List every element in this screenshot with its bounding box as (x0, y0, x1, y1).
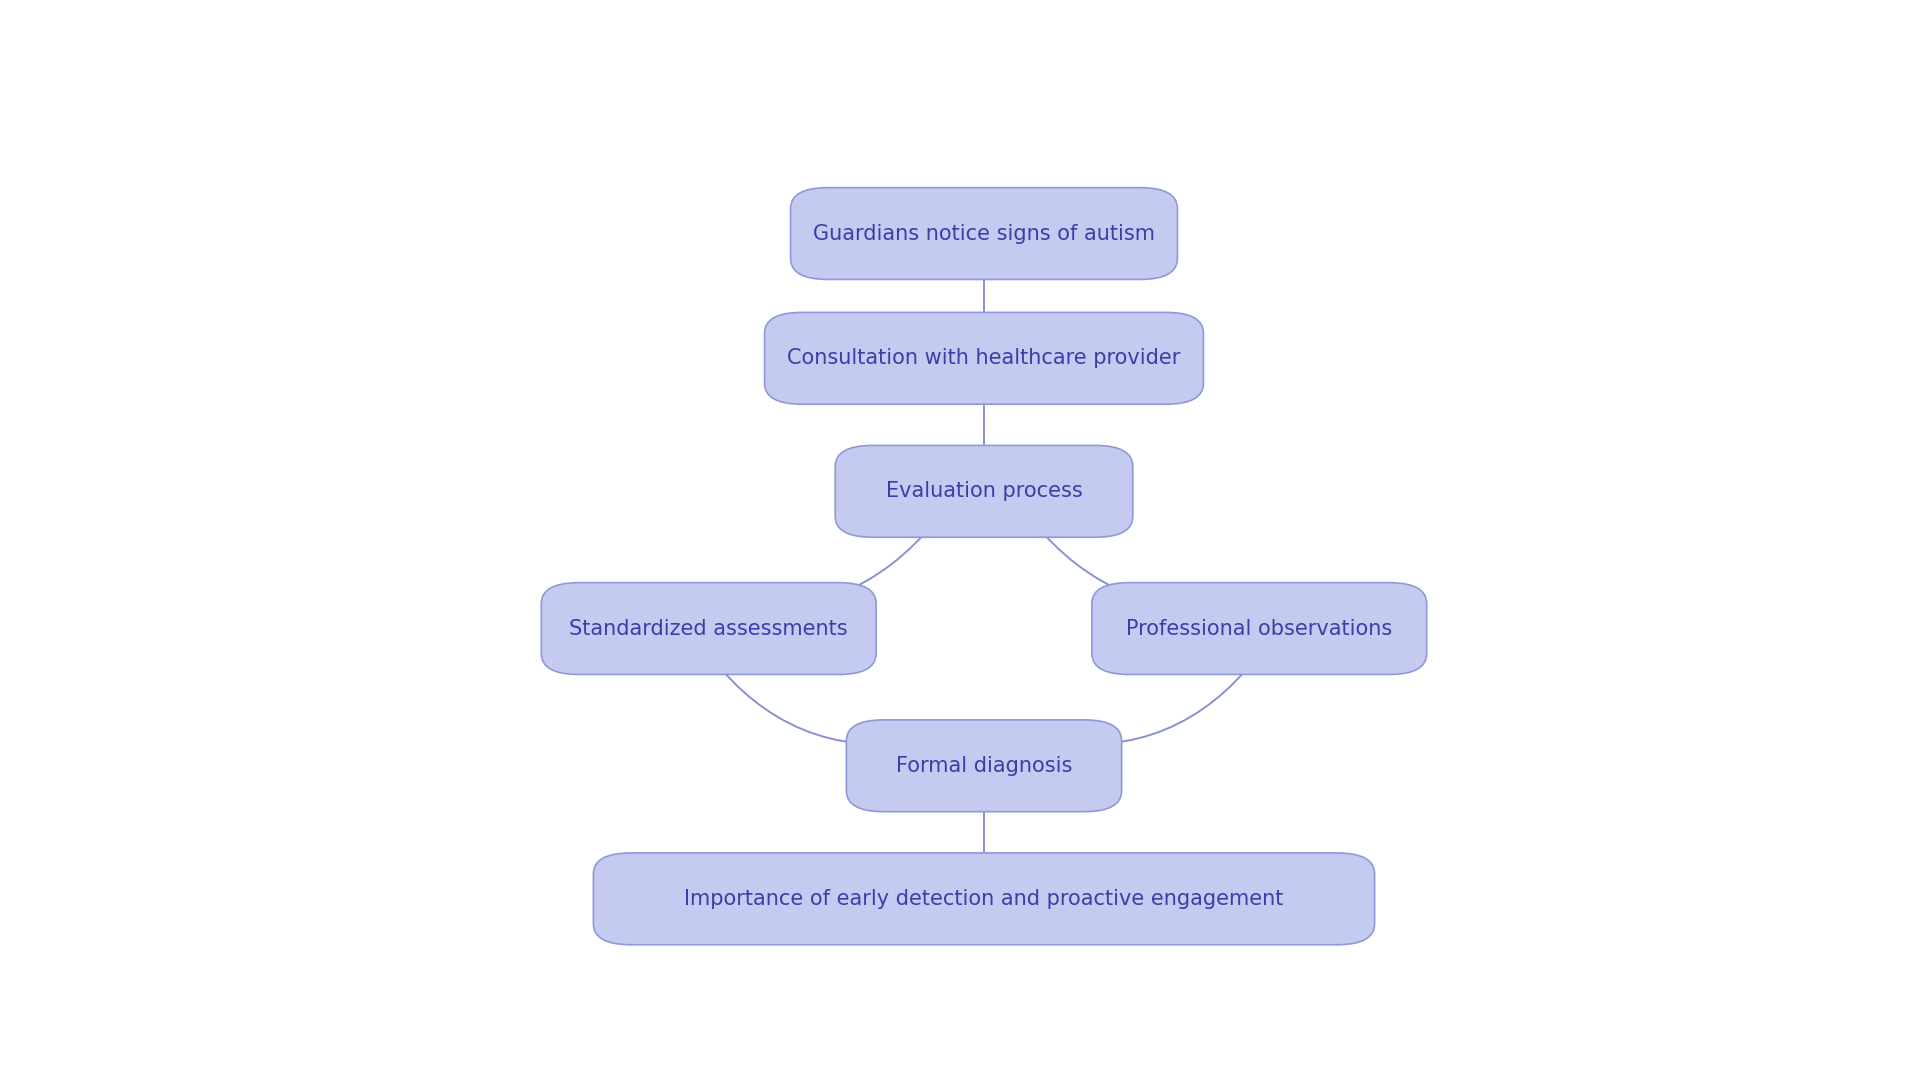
Text: Evaluation process: Evaluation process (885, 482, 1083, 501)
FancyBboxPatch shape (764, 312, 1204, 404)
Text: Importance of early detection and proactive engagement: Importance of early detection and proact… (684, 889, 1284, 909)
FancyBboxPatch shape (835, 445, 1133, 537)
Text: Standardized assessments: Standardized assessments (570, 619, 849, 638)
Text: Professional observations: Professional observations (1127, 619, 1392, 638)
Text: Consultation with healthcare provider: Consultation with healthcare provider (787, 348, 1181, 368)
FancyBboxPatch shape (541, 582, 876, 675)
Text: Formal diagnosis: Formal diagnosis (897, 756, 1071, 775)
FancyBboxPatch shape (847, 720, 1121, 812)
Text: Guardians notice signs of autism: Guardians notice signs of autism (812, 224, 1156, 244)
FancyBboxPatch shape (1092, 582, 1427, 675)
FancyBboxPatch shape (791, 188, 1177, 280)
FancyBboxPatch shape (593, 853, 1375, 945)
